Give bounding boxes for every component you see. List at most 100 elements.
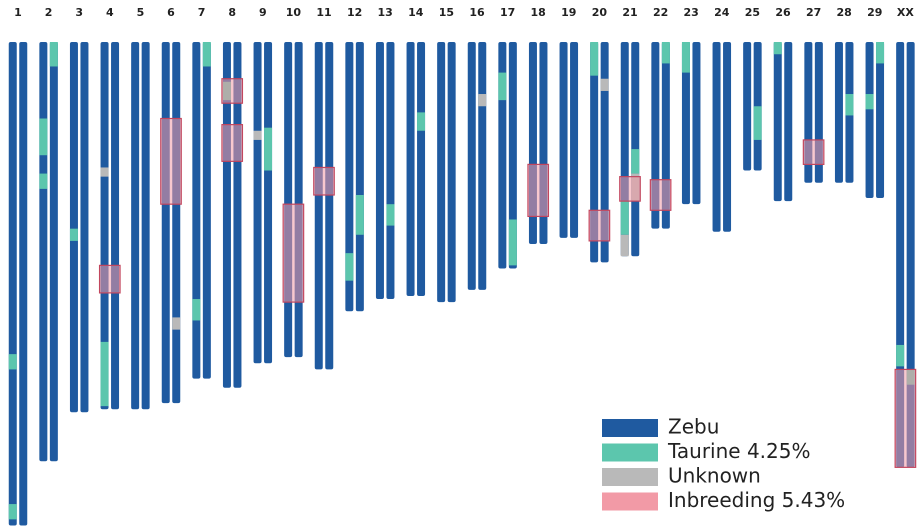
homolog — [49, 42, 58, 462]
ancestry-segment — [8, 354, 17, 370]
chromosome-label: 12 — [347, 6, 362, 19]
homolog — [467, 42, 476, 290]
ancestry-segment — [8, 504, 17, 520]
chromosome-label: 4 — [106, 6, 114, 19]
chromosome-label: 23 — [684, 6, 699, 19]
homolog — [69, 42, 78, 413]
chromosome-label: 15 — [439, 6, 454, 19]
ancestry-segment — [753, 106, 762, 140]
ancestry-segment — [896, 344, 905, 367]
chromosome-label: 11 — [316, 6, 331, 19]
ancestry-segment — [172, 317, 181, 330]
chromosome-label: 21 — [622, 6, 637, 19]
inbreeding-segment — [802, 139, 825, 165]
legend-label: Zebu — [668, 415, 719, 439]
homolog — [253, 42, 262, 364]
ancestry-segment — [192, 299, 201, 321]
ancestry-segment — [498, 72, 507, 101]
legend-label: Inbreeding 5.43% — [668, 488, 845, 512]
chromosome-label: 3 — [75, 6, 83, 19]
homolog — [141, 42, 150, 410]
ancestry-segment — [264, 127, 273, 171]
homolog — [294, 42, 303, 358]
homolog — [325, 42, 334, 370]
homolog — [314, 42, 323, 370]
ancestry-segment — [355, 195, 364, 235]
homolog — [681, 42, 690, 205]
legend-label: Unknown — [668, 464, 761, 488]
chromosome-label: 1 — [14, 6, 22, 19]
ancestry-segment — [100, 167, 109, 177]
chromosome-label: 18 — [531, 6, 546, 19]
homolog — [437, 42, 446, 303]
ancestry-segment — [620, 234, 629, 257]
homolog — [723, 42, 732, 232]
legend-swatch — [602, 419, 658, 437]
homolog — [100, 42, 109, 410]
ancestry-segment — [865, 94, 874, 110]
homolog — [417, 42, 426, 296]
ancestry-segment — [386, 204, 395, 226]
homolog — [865, 42, 874, 199]
chromosome-label: 17 — [500, 6, 515, 19]
homolog — [19, 42, 28, 526]
chromosome-label: 9 — [259, 6, 267, 19]
inbreeding-segment — [894, 368, 917, 468]
ancestry-segment — [253, 130, 262, 140]
homolog — [590, 42, 599, 263]
homolog — [386, 42, 395, 300]
chromosome-label: 10 — [286, 6, 302, 19]
ancestry-segment — [773, 42, 782, 55]
ancestry-segment — [590, 42, 599, 76]
homolog — [172, 42, 181, 404]
homolog — [508, 42, 517, 269]
inbreeding-segment — [221, 78, 244, 104]
homolog — [355, 42, 364, 312]
ancestry-segment — [39, 118, 48, 156]
homolog — [447, 42, 456, 303]
inbreeding-segment — [588, 209, 611, 242]
ancestry-segment — [478, 94, 487, 107]
ancestry-segment — [681, 42, 690, 73]
homolog — [876, 42, 885, 199]
homolog — [478, 42, 487, 290]
homolog — [39, 42, 48, 462]
inbreeding-segment — [649, 179, 672, 211]
chromosome-label: 13 — [378, 6, 393, 19]
ancestry-segment — [417, 112, 426, 131]
homolog — [600, 42, 609, 263]
chromosome-label: 2 — [45, 6, 53, 19]
homolog — [264, 42, 273, 364]
homolog — [8, 42, 17, 526]
homolog — [192, 42, 201, 379]
homolog — [284, 42, 293, 358]
chromosome-label: 20 — [592, 6, 608, 19]
inbreeding-segment — [160, 117, 182, 205]
legend-swatch — [602, 443, 658, 462]
homolog — [202, 42, 211, 379]
homolog — [692, 42, 701, 205]
chromosome-label: 7 — [198, 6, 206, 19]
legend-label: Taurine 4.25% — [667, 439, 811, 463]
ancestry-segment — [100, 341, 109, 407]
ancestry-segment — [620, 201, 629, 235]
ancestry-segment — [661, 42, 670, 64]
homolog — [131, 42, 140, 410]
chromosome-label: 6 — [167, 6, 175, 19]
chromosome-label: 28 — [837, 6, 852, 19]
homolog — [906, 42, 915, 468]
chromosome-label: 24 — [714, 6, 730, 19]
chromosome-label: 25 — [745, 6, 760, 19]
homolog — [712, 42, 721, 232]
ancestry-segment — [49, 42, 58, 67]
inbreeding-segment — [313, 166, 335, 196]
ancestry-segment — [202, 42, 211, 67]
ancestry-segment — [69, 228, 78, 241]
inbreeding-segment — [221, 124, 244, 162]
legend-swatch — [602, 492, 658, 511]
homolog — [111, 42, 120, 410]
ancestry-segment — [600, 78, 609, 91]
inbreeding-segment — [527, 163, 550, 218]
